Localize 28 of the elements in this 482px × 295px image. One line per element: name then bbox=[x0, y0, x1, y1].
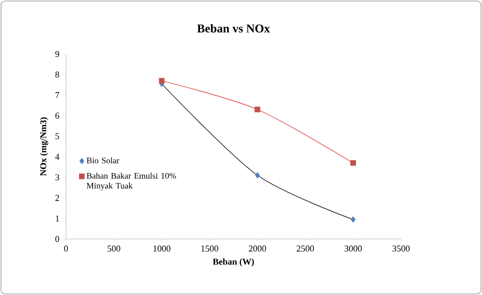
x-tick-label: 2500 bbox=[296, 246, 314, 252]
y-tick-label: 1 bbox=[56, 215, 59, 222]
y-tick-label: 0 bbox=[55, 236, 60, 242]
y-tick-label: 5 bbox=[56, 133, 60, 140]
y-tick-label: 6 bbox=[55, 112, 60, 119]
chart-title: Beban vs NOx bbox=[197, 24, 270, 32]
x-axis-title: Beban (W) bbox=[212, 258, 254, 267]
y-tick-label: 7 bbox=[56, 92, 60, 98]
x-tick-label: 3500 bbox=[392, 246, 410, 252]
point bbox=[350, 216, 356, 223]
y-tick-label: 8 bbox=[55, 72, 60, 78]
y-tick-label: 4 bbox=[55, 154, 60, 160]
x-tick-label: 0 bbox=[64, 246, 68, 252]
y-tick-label: 9 bbox=[55, 50, 60, 58]
legend-label: Bahan Bakar Emulsi 10% Minyak Tuak bbox=[86, 172, 176, 190]
x-tick-label: 2000 bbox=[248, 246, 266, 252]
y-tick-label: 2 bbox=[55, 194, 59, 201]
y-tick-label: 3 bbox=[55, 174, 60, 180]
legend-label: Bio Solar bbox=[86, 157, 120, 164]
y-axis-title: NOx (mg/Nm3) bbox=[40, 117, 48, 176]
point bbox=[158, 78, 165, 84]
point bbox=[254, 106, 260, 112]
x-tick-label: 3000 bbox=[344, 246, 362, 252]
x-tick-label: 500 bbox=[108, 246, 120, 252]
x-tick-label: 1000 bbox=[154, 246, 170, 252]
point bbox=[350, 160, 356, 166]
x-tick-label: 1500 bbox=[201, 246, 218, 252]
point bbox=[254, 172, 260, 178]
